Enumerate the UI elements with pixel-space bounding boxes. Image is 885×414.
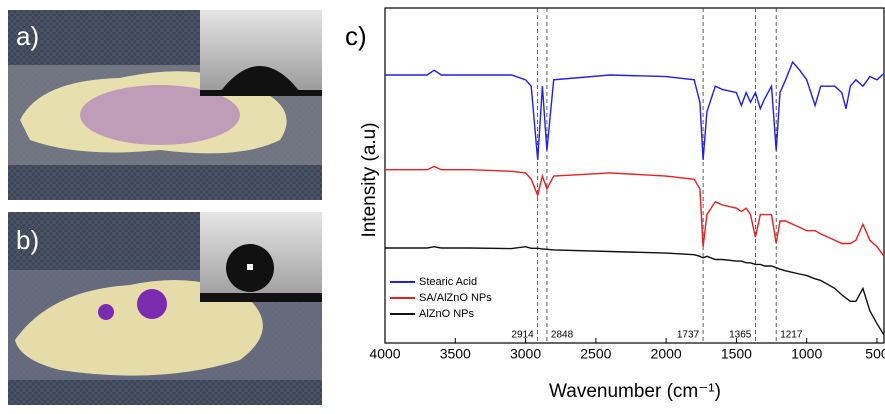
spectrum-line [385,245,885,336]
legend-label: SA/AlZnO NPs [419,292,492,304]
legend-label: AlZnO NPs [419,308,475,320]
x-tick-label: 2000 [651,346,682,362]
spectrum-line [385,60,885,161]
photo-b: b) [8,212,322,405]
panel-label: a) [16,21,39,51]
x-tick-label: 1000 [791,346,822,362]
y-axis-label: Intensity (a.u) [359,122,380,237]
panel-label: b) [16,225,39,255]
plot-frame [384,7,885,344]
x-axis-label: Wavenumber (cm⁻¹) [549,381,721,402]
x-tick-label: 2500 [580,346,611,362]
reference-label: 1365 [729,330,752,341]
spectrum-line [385,165,885,257]
reference-label: 1217 [780,330,803,341]
x-tick-label: 3500 [440,346,471,362]
reference-label: 2914 [511,330,534,341]
panel-label: c) [345,21,367,51]
legend-label: Stearic Acid [419,276,477,288]
reference-label: 2848 [551,330,574,341]
x-tick-label: 500 [865,346,885,362]
reference-label: 1737 [677,330,700,341]
x-tick-label: 1500 [721,346,752,362]
photo-a: a) [8,10,322,200]
x-tick-label: 3000 [510,346,541,362]
x-tick-label: 4000 [369,346,400,362]
